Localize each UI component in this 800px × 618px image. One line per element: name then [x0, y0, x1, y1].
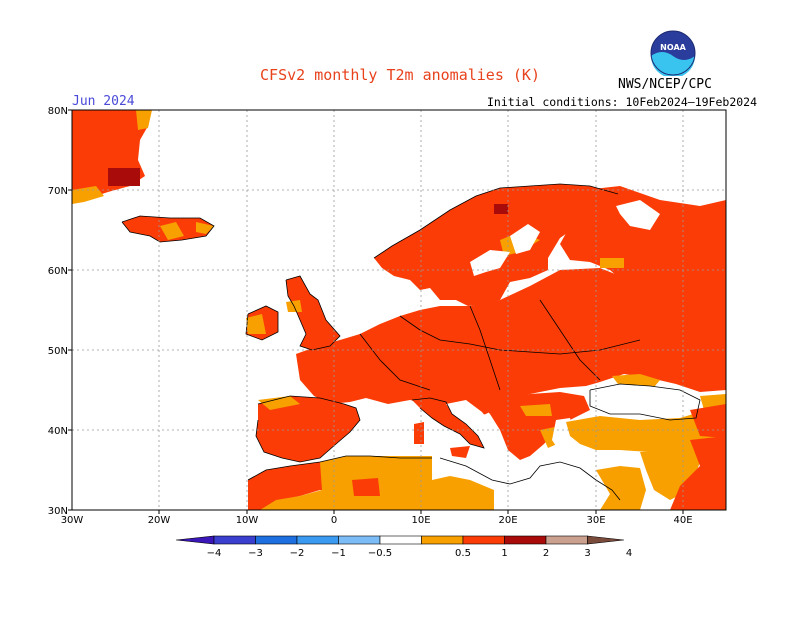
lon-ticks — [158, 510, 684, 514]
lon-label: 30E — [586, 515, 605, 526]
land-anomaly-layer — [72, 110, 726, 510]
ireland-mild — [246, 314, 266, 334]
lon-label: 10W — [236, 515, 259, 526]
colorbar-swatch — [504, 535, 547, 545]
mideast-warm — [670, 436, 726, 510]
sardinia — [414, 422, 424, 444]
balkans-mild — [520, 404, 552, 416]
continental-europe — [296, 268, 726, 418]
noaa-logo: NOAA — [650, 30, 696, 76]
colorbar-swatch — [213, 535, 256, 545]
colorbar-label: −4 — [207, 548, 222, 559]
colorbar-swatch — [379, 535, 422, 545]
libya-gap — [440, 458, 620, 510]
iceland-mild-2 — [196, 222, 214, 234]
forecast-month: Jun 2024 — [72, 94, 135, 109]
colorbar-label: −2 — [290, 548, 305, 559]
colorbar-swatch — [587, 535, 625, 545]
norway-hot — [494, 204, 508, 214]
greenland-mild-patch — [72, 186, 104, 204]
colorbar-label: 4 — [626, 548, 632, 559]
map-title: CFSv2 monthly T2m anomalies (K) — [260, 66, 540, 84]
colorbar-swatch — [255, 535, 298, 545]
colorbar-label: 3 — [584, 548, 590, 559]
morocco-warm-patch — [250, 476, 278, 500]
lat-label: 50N — [48, 346, 68, 357]
map-frame — [71, 109, 727, 511]
karelia-mild — [600, 258, 624, 268]
italy — [412, 398, 484, 448]
lat-label: 30N — [48, 506, 68, 517]
coastlines — [121, 183, 701, 501]
logo-text: NOAA — [660, 43, 686, 52]
gridlines — [72, 110, 726, 510]
baltic-sea-gap — [470, 250, 510, 276]
black-sea — [590, 384, 700, 420]
lat-axis: 80N 70N 60N 50N 40N 30N — [48, 106, 68, 517]
colorbar-label: 1 — [501, 548, 507, 559]
colorbar-label: −3 — [248, 548, 263, 559]
agency-label: NWS/NCEP/CPC — [618, 77, 712, 92]
lon-label: 20E — [498, 515, 517, 526]
iceland-mild — [160, 222, 184, 240]
colorbar-swatch — [545, 535, 588, 545]
lat-label: 70N — [48, 186, 68, 197]
iberia-mild — [258, 396, 300, 410]
lon-label: 0 — [331, 515, 337, 526]
egypt-mild — [596, 466, 646, 510]
white-sea-gap — [616, 200, 660, 230]
lon-axis: 30W 20W 10W 0 10E 20E 30E 40E — [61, 515, 693, 526]
lat-label: 60N — [48, 266, 68, 277]
lat-ticks — [68, 109, 72, 511]
caucasus-warm — [690, 404, 726, 438]
colorbar-swatches — [175, 535, 625, 545]
great-britain — [286, 276, 340, 350]
colorbar-label: −0.5 — [368, 548, 392, 559]
colorbar-label: 0.5 — [455, 548, 471, 559]
anatolia — [566, 410, 726, 464]
adriatic-gap — [446, 400, 496, 436]
colorbar-labels: −4 −3 −2 −1 −0.5 0.5 1 2 3 4 — [207, 548, 633, 559]
lat-label: 80N — [48, 106, 68, 117]
lon-label: 10E — [411, 515, 430, 526]
lon-label: 20W — [148, 515, 171, 526]
sicily — [450, 446, 470, 458]
kola-russia — [560, 186, 726, 310]
gulf-bothnia — [510, 224, 540, 254]
lat-label: 40N — [48, 426, 68, 437]
lon-label: 40E — [673, 515, 692, 526]
colorbar-swatch — [175, 535, 215, 545]
greenland-mild-patch-2 — [136, 110, 152, 130]
colorbar-label: −1 — [331, 548, 346, 559]
colorbar-swatch — [296, 535, 339, 545]
colorbar-label: 2 — [543, 548, 549, 559]
colorbar-swatch — [462, 535, 505, 545]
colorbar-swatch — [421, 535, 464, 545]
colorbar-swatch — [338, 535, 381, 545]
balkans — [480, 392, 590, 460]
initial-conditions: Initial conditions: 10Feb2024–19Feb2024 — [487, 95, 758, 109]
lon-label: 30W — [61, 515, 84, 526]
sahara-warm-patch — [352, 478, 380, 496]
greenland-hot-patch — [108, 168, 140, 186]
